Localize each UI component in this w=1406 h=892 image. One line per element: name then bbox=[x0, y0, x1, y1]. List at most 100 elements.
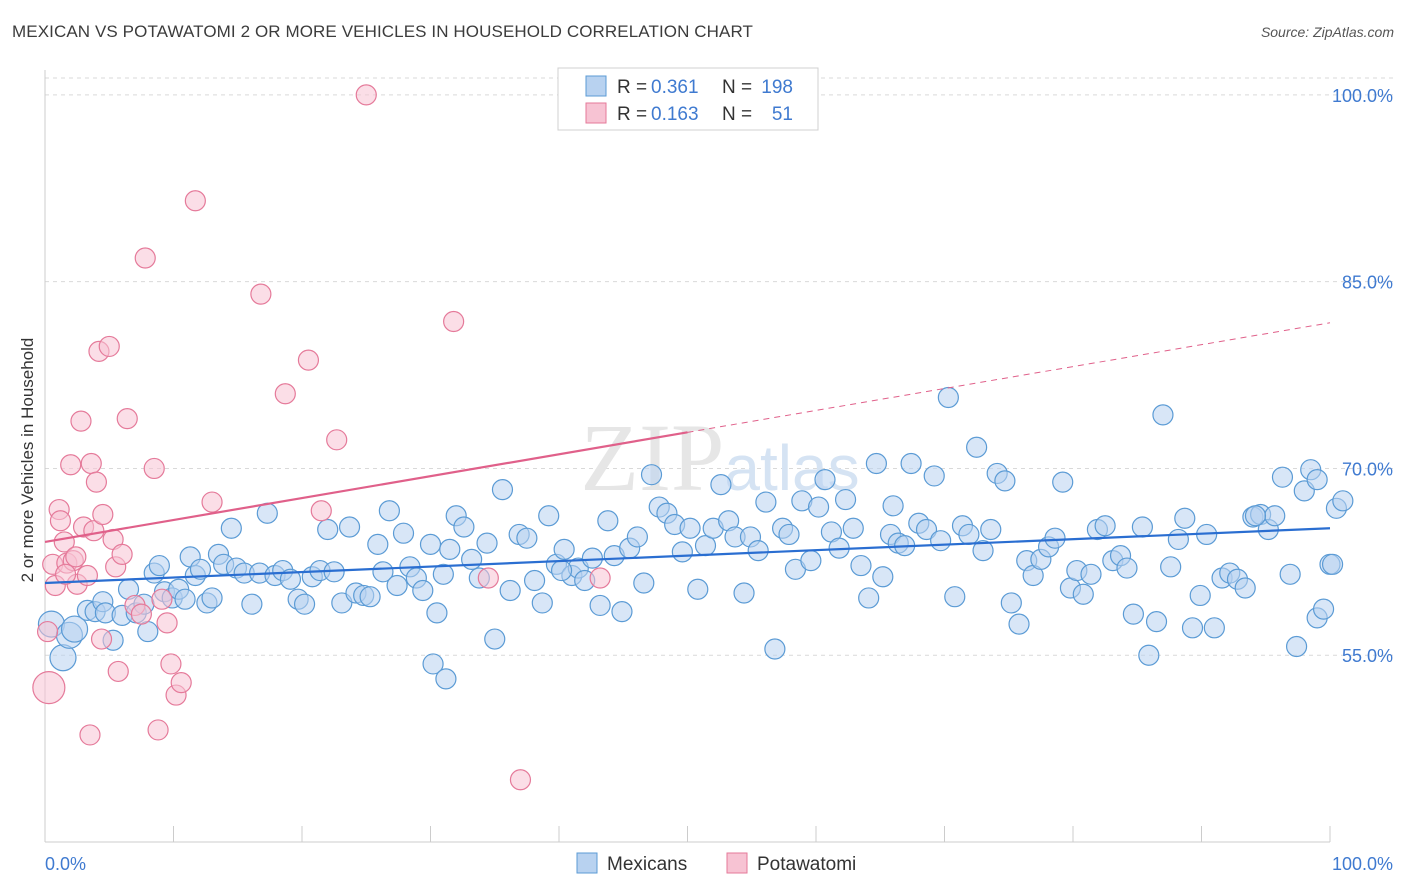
tick-labels: 55.0% 70.0% 85.0% 100.0% 0.0% 100.0% bbox=[45, 86, 1393, 874]
mexicans-point bbox=[980, 518, 1002, 541]
mexicans-point bbox=[1008, 613, 1030, 635]
mexicans-point bbox=[1285, 635, 1308, 658]
source-label: Source: ZipAtlas.com bbox=[1260, 24, 1394, 40]
mexicans-point bbox=[755, 491, 777, 513]
mexicans-point bbox=[422, 653, 444, 675]
mexicans-point bbox=[710, 474, 732, 496]
mexicans-point bbox=[800, 549, 822, 572]
mexicans-point bbox=[426, 602, 448, 624]
mexicans-point bbox=[972, 540, 994, 562]
trend-lines bbox=[44, 322, 1331, 585]
potawatomi-point bbox=[80, 452, 102, 475]
mexicans-point bbox=[1167, 528, 1189, 551]
mexicans-point bbox=[392, 522, 415, 544]
mexicans-point bbox=[930, 530, 952, 552]
potawatomi-point bbox=[83, 520, 105, 542]
potawatomi-point bbox=[90, 628, 113, 650]
legend-n-label: N = bbox=[722, 104, 752, 125]
mexicans-point bbox=[679, 517, 701, 539]
mexicans-point bbox=[378, 500, 400, 522]
legend-n-label: N = bbox=[722, 77, 752, 98]
potawatomi-point bbox=[443, 310, 465, 333]
potawatomi-point bbox=[201, 491, 223, 513]
mexicans-point bbox=[958, 523, 980, 546]
potawatomi-point bbox=[92, 503, 114, 526]
mexicans-point bbox=[148, 554, 170, 577]
potawatomi-point bbox=[134, 247, 156, 269]
bottom-legend: Mexicans Potawatomi bbox=[576, 852, 856, 875]
mexicans-point bbox=[412, 579, 434, 602]
potawatomi-point bbox=[151, 588, 173, 610]
mexicans-point bbox=[1312, 598, 1335, 620]
y-tick-label: 55.0% bbox=[1342, 646, 1393, 666]
potawatomi-point bbox=[156, 612, 178, 634]
potawatomi-trend-extension bbox=[687, 322, 1331, 433]
mexicans-point bbox=[1244, 505, 1267, 527]
potawatomi-point bbox=[107, 660, 129, 683]
mexicans-point bbox=[220, 517, 242, 539]
mexicans-point bbox=[733, 582, 755, 604]
potawatomi-point bbox=[589, 567, 611, 589]
potawatomi-point bbox=[85, 471, 108, 493]
x-tick-label-max: 100.0% bbox=[1332, 854, 1393, 874]
mexicans-point bbox=[550, 559, 573, 582]
potawatomi-point bbox=[32, 670, 66, 705]
mexicans-point bbox=[966, 436, 988, 458]
mexicans-point bbox=[764, 638, 786, 660]
mexicans-trend-line bbox=[44, 527, 1331, 585]
mexicans-point bbox=[814, 469, 836, 491]
potawatomi-point bbox=[250, 283, 272, 305]
mexicans-point bbox=[491, 479, 514, 501]
potawatomi-trend-line bbox=[44, 431, 688, 544]
potawatomi-point bbox=[297, 349, 320, 371]
mexicans-point bbox=[900, 452, 922, 475]
mexicans-point bbox=[439, 538, 461, 560]
mexicans-point bbox=[338, 516, 361, 538]
potawatomi-point bbox=[147, 719, 169, 741]
mexicans-point bbox=[915, 518, 938, 541]
series-potawatomi bbox=[32, 84, 611, 791]
mexicans-point bbox=[944, 586, 966, 608]
potawatomi-point bbox=[170, 672, 192, 694]
mexicans-point bbox=[858, 587, 880, 609]
mexicans-point bbox=[626, 526, 648, 548]
potawatomi-point bbox=[130, 603, 152, 625]
mexicans-point bbox=[687, 578, 709, 600]
potawatomi-point bbox=[70, 410, 92, 432]
potawatomi-point bbox=[116, 408, 138, 430]
mexicans-point bbox=[589, 594, 611, 617]
mexicans-point bbox=[523, 569, 546, 592]
mexicans-point bbox=[778, 523, 800, 546]
mexicans-point bbox=[538, 505, 560, 527]
mexicans-point bbox=[937, 386, 959, 409]
potawatomi-point bbox=[79, 724, 101, 746]
mexicans-point bbox=[1072, 583, 1094, 605]
mexicans-point bbox=[499, 579, 521, 602]
mexicans-point bbox=[1189, 584, 1211, 607]
mexicans-point bbox=[484, 628, 506, 650]
potawatomi-point bbox=[274, 383, 296, 405]
mexicans-point bbox=[1264, 505, 1286, 527]
mexicans-point bbox=[807, 496, 830, 518]
potawatomi-point bbox=[54, 563, 77, 585]
potawatomi-point bbox=[355, 84, 377, 106]
mexicans-point bbox=[461, 548, 483, 570]
mexicans-point bbox=[1203, 617, 1225, 639]
mexicans-point bbox=[1131, 516, 1153, 538]
mexicans-point bbox=[317, 518, 339, 541]
bottom-legend-swatch bbox=[726, 852, 748, 874]
mexicans-point bbox=[842, 517, 864, 539]
mexicans-point bbox=[293, 593, 316, 615]
mexicans-point bbox=[241, 593, 263, 615]
mexicans-point bbox=[1279, 563, 1301, 585]
legend-box: R = 0.361 N = 198 R = 0.163 N = 51 bbox=[557, 67, 819, 131]
legend-n-value: 51 bbox=[772, 104, 793, 125]
mexicans-point bbox=[640, 464, 663, 486]
mexicans-point bbox=[516, 527, 538, 549]
mexicans-point bbox=[872, 566, 894, 588]
legend-r-value: 0.361 bbox=[651, 77, 699, 98]
potawatomi-point bbox=[36, 620, 59, 643]
potawatomi-point bbox=[143, 457, 165, 480]
mexicans-point bbox=[174, 588, 196, 610]
